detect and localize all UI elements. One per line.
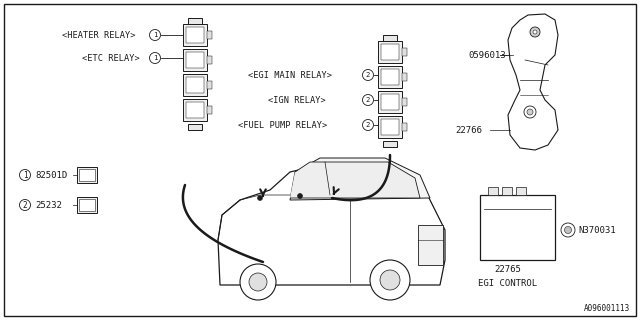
Circle shape xyxy=(527,109,533,115)
Text: 22765: 22765 xyxy=(495,266,522,275)
Text: N370031: N370031 xyxy=(578,226,616,235)
Circle shape xyxy=(380,270,400,290)
Bar xyxy=(516,187,526,195)
Circle shape xyxy=(150,52,161,63)
Text: 82501D: 82501D xyxy=(35,171,67,180)
Bar xyxy=(383,35,397,41)
Bar xyxy=(418,225,443,265)
Text: 1: 1 xyxy=(22,171,28,180)
Bar xyxy=(402,98,407,106)
Text: <HEATER RELAY>: <HEATER RELAY> xyxy=(62,30,136,39)
Text: 22766: 22766 xyxy=(455,125,482,134)
Bar xyxy=(207,31,212,39)
Bar xyxy=(79,199,95,211)
Circle shape xyxy=(564,227,572,234)
Text: <IGN RELAY>: <IGN RELAY> xyxy=(268,95,326,105)
Bar xyxy=(378,91,402,113)
Circle shape xyxy=(533,30,537,34)
Bar xyxy=(186,27,204,43)
Bar xyxy=(378,116,402,138)
Bar xyxy=(183,24,207,46)
Text: 2: 2 xyxy=(22,201,28,210)
Bar xyxy=(207,56,212,64)
Text: <EGI MAIN RELAY>: <EGI MAIN RELAY> xyxy=(248,70,332,79)
Circle shape xyxy=(362,94,374,106)
Circle shape xyxy=(150,29,161,41)
Bar xyxy=(480,195,555,260)
Circle shape xyxy=(362,69,374,81)
Bar xyxy=(378,41,402,63)
Text: A096001113: A096001113 xyxy=(584,304,630,313)
Bar xyxy=(402,48,407,56)
Text: 1: 1 xyxy=(153,55,157,61)
Bar xyxy=(188,124,202,130)
Bar xyxy=(383,141,397,147)
Circle shape xyxy=(370,260,410,300)
Bar xyxy=(381,44,399,60)
Text: 2: 2 xyxy=(366,72,370,78)
Text: 25232: 25232 xyxy=(35,201,62,210)
Bar xyxy=(207,106,212,114)
Bar xyxy=(183,49,207,71)
Circle shape xyxy=(257,196,262,201)
Circle shape xyxy=(19,170,31,180)
Text: <ETC RELAY>: <ETC RELAY> xyxy=(82,53,140,62)
Bar xyxy=(381,94,399,110)
Polygon shape xyxy=(290,158,430,200)
Bar xyxy=(402,123,407,131)
Bar xyxy=(402,73,407,81)
Bar xyxy=(488,187,498,195)
Circle shape xyxy=(362,119,374,131)
Circle shape xyxy=(240,264,276,300)
Polygon shape xyxy=(218,165,445,285)
Bar xyxy=(186,102,204,118)
Text: EGI CONTROL: EGI CONTROL xyxy=(479,279,538,289)
Text: <FUEL PUMP RELAY>: <FUEL PUMP RELAY> xyxy=(238,121,327,130)
Text: 2: 2 xyxy=(366,122,370,128)
Bar xyxy=(381,69,399,85)
Polygon shape xyxy=(290,162,420,198)
Circle shape xyxy=(561,223,575,237)
Circle shape xyxy=(249,273,267,291)
Bar xyxy=(183,99,207,121)
Bar xyxy=(381,119,399,135)
Bar xyxy=(79,169,95,181)
Circle shape xyxy=(19,199,31,211)
Bar xyxy=(186,52,204,68)
Circle shape xyxy=(298,194,303,198)
Bar xyxy=(378,66,402,88)
Bar xyxy=(77,197,97,213)
Bar xyxy=(183,74,207,96)
Bar xyxy=(188,18,202,24)
Bar xyxy=(207,81,212,89)
Text: 1: 1 xyxy=(153,32,157,38)
Polygon shape xyxy=(508,14,558,150)
Circle shape xyxy=(530,27,540,37)
Text: 0596013: 0596013 xyxy=(468,51,506,60)
Bar xyxy=(77,167,97,183)
Bar xyxy=(502,187,512,195)
Circle shape xyxy=(524,106,536,118)
Text: 2: 2 xyxy=(366,97,370,103)
Bar xyxy=(186,77,204,93)
